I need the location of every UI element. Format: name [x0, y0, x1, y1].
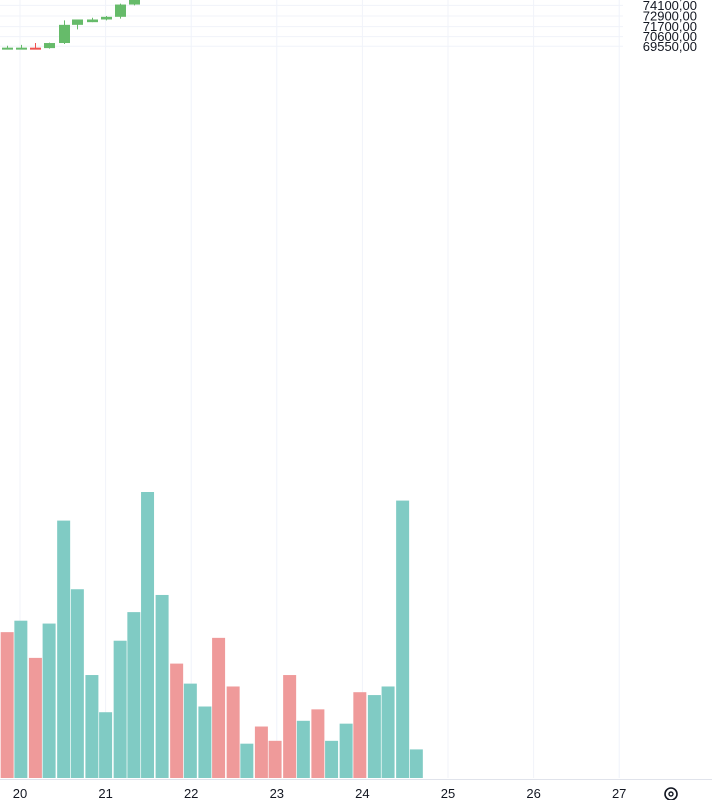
- volume-bar: [70, 589, 84, 778]
- time-tick-label: 24: [355, 786, 369, 800]
- price-tick-label: 75300,00: [643, 0, 697, 3]
- volume-bar: [141, 492, 155, 778]
- volume-bar: [183, 683, 197, 778]
- volume-bar: [85, 675, 99, 778]
- volume-bar: [198, 706, 212, 778]
- candle-up: [59, 24, 70, 44]
- price-tick-label: 69550,00: [643, 39, 697, 54]
- volume-bar: [353, 692, 367, 778]
- price-axis[interactable]: 94000,0090000,0086000,0084500,0083000,00…: [624, 0, 712, 780]
- time-tick-label: 22: [184, 786, 198, 800]
- candle-up: [129, 0, 140, 5]
- price-tick-label: 74100,00: [643, 0, 697, 13]
- candle-up: [2, 47, 13, 50]
- price-tick-label: 72900,00: [643, 8, 697, 23]
- candle-up: [101, 16, 112, 20]
- price-axis-bg: [624, 0, 712, 780]
- time-tick-label: 27: [612, 786, 626, 800]
- price-tick-label: 71700,00: [643, 19, 697, 34]
- volume-bars: [0, 492, 423, 778]
- time-tick-label: 26: [526, 786, 540, 800]
- volume-bar: [283, 675, 297, 778]
- volume-bar: [254, 726, 268, 778]
- volume-bar: [311, 709, 325, 778]
- time-tick-label: 25: [441, 786, 455, 800]
- price-tick-label: 70600,00: [643, 29, 697, 44]
- volume-bar: [296, 720, 310, 778]
- time-axis[interactable]: 20 21 22 23 24 25 26 27: [0, 779, 712, 800]
- volume-bar: [155, 594, 169, 778]
- volume-bar: [339, 723, 353, 778]
- volume-bar: [57, 520, 71, 778]
- time-tick-label: 20: [13, 786, 27, 800]
- candle-up: [72, 19, 83, 25]
- candle-up: [16, 47, 27, 50]
- volume-bar: [113, 640, 127, 778]
- candle-up: [87, 19, 98, 23]
- volume-bar: [127, 612, 141, 778]
- volume-bar: [240, 743, 254, 778]
- volume-bar: [381, 686, 395, 778]
- time-tick-label: 23: [270, 786, 284, 800]
- volume-bar: [28, 657, 42, 778]
- grid-lines: [0, 0, 623, 778]
- volume-bar: [99, 712, 113, 778]
- candle-up: [44, 43, 55, 49]
- volume-bar: [42, 623, 56, 778]
- gear-icon[interactable]: [664, 787, 678, 800]
- volume-bar: [325, 740, 339, 778]
- candle-up: [115, 4, 126, 17]
- volume-bar: [170, 663, 184, 778]
- candlesticks: [2, 0, 140, 50]
- candle-down: [30, 47, 41, 50]
- volume-bar: [0, 632, 14, 778]
- volume-bar: [409, 749, 423, 778]
- time-tick-label: 21: [98, 786, 112, 800]
- volume-bar: [14, 620, 28, 778]
- volume-bar: [268, 740, 282, 778]
- volume-bar: [367, 695, 381, 778]
- volume-bar: [396, 500, 410, 778]
- volume-bar: [212, 637, 226, 778]
- volume-bar: [226, 686, 240, 778]
